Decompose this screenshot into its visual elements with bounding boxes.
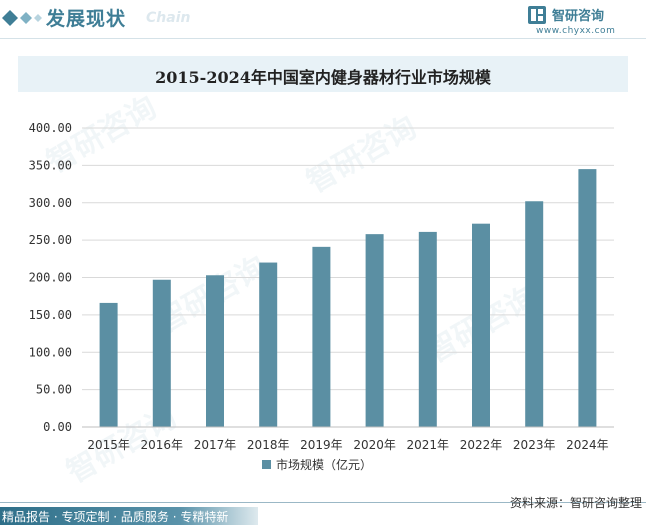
x-tick-label: 2018年 <box>247 438 290 452</box>
x-tick-label: 2019年 <box>300 438 343 452</box>
bar <box>152 279 171 427</box>
y-tick-label: 0.00 <box>43 420 72 434</box>
brand-logo-icon <box>528 6 546 24</box>
y-tick-label: 200.00 <box>29 271 72 285</box>
page-header: 发展现状 Chain 智研咨询 www.chyxx.com <box>0 0 646 40</box>
y-tick-label: 100.00 <box>29 345 72 359</box>
page-footer: 精品报告 · 专项定制 · 品质服务 · 专精特新 资料来源：智研咨询整理 <box>0 496 646 525</box>
bar <box>99 302 118 427</box>
y-tick-label: 300.00 <box>29 196 72 210</box>
diamond-icon <box>2 10 42 26</box>
y-tick-label: 350.00 <box>29 158 72 172</box>
bar <box>472 223 490 427</box>
section-title: 发展现状 <box>46 8 127 30</box>
bar <box>206 275 224 427</box>
legend-label: 市场规模（亿元） <box>276 457 372 472</box>
bar <box>578 169 597 428</box>
x-tick-label: 2023年 <box>513 438 556 452</box>
bar-chart: 0.00 50.00 100.00 150.00 200.00 250.00 300.00 3… <box>29 121 614 472</box>
x-tick-label: 2015年 <box>87 438 130 452</box>
x-tick-label: 2016年 <box>141 438 184 452</box>
header-divider <box>0 38 646 39</box>
y-tick-label: 250.00 <box>29 233 72 247</box>
chart-title: 2015-2024年中国室内健身器材行业市场规模 <box>155 68 491 87</box>
footer-band <box>0 507 258 525</box>
data-source: 资料来源：智研咨询整理 <box>509 496 642 510</box>
brand-name: 智研咨询 <box>552 9 605 24</box>
bar <box>418 231 437 427</box>
x-tick-label: 2024年 <box>566 438 609 452</box>
x-tick-label: 2020年 <box>353 438 396 452</box>
bar <box>312 246 331 427</box>
brand: 智研咨询 www.chyxx.com <box>528 4 638 38</box>
y-tick-label: 50.00 <box>36 383 72 397</box>
x-tick-label: 2017年 <box>194 438 237 452</box>
footer-divider <box>0 502 646 503</box>
section-subtitle: Chain <box>146 10 191 26</box>
x-tick-label: 2021年 <box>407 438 450 452</box>
bar <box>259 262 278 427</box>
x-tick-label: 2022年 <box>460 438 503 452</box>
y-tick-label: 400.00 <box>29 121 72 135</box>
brand-url[interactable]: www.chyxx.com <box>536 26 616 36</box>
bar <box>525 201 544 427</box>
legend-swatch <box>262 460 271 469</box>
y-tick-label: 150.00 <box>29 308 72 322</box>
footer-slogan: 精品报告 · 专项定制 · 品质服务 · 专精特新 <box>2 510 229 524</box>
chart-title-band: 2015-2024年中国室内健身器材行业市场规模 <box>18 56 628 92</box>
bar <box>365 234 384 427</box>
